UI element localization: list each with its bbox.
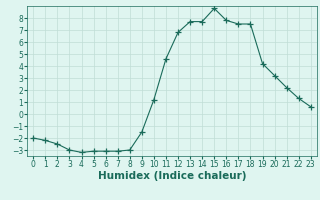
- X-axis label: Humidex (Indice chaleur): Humidex (Indice chaleur): [98, 171, 246, 181]
